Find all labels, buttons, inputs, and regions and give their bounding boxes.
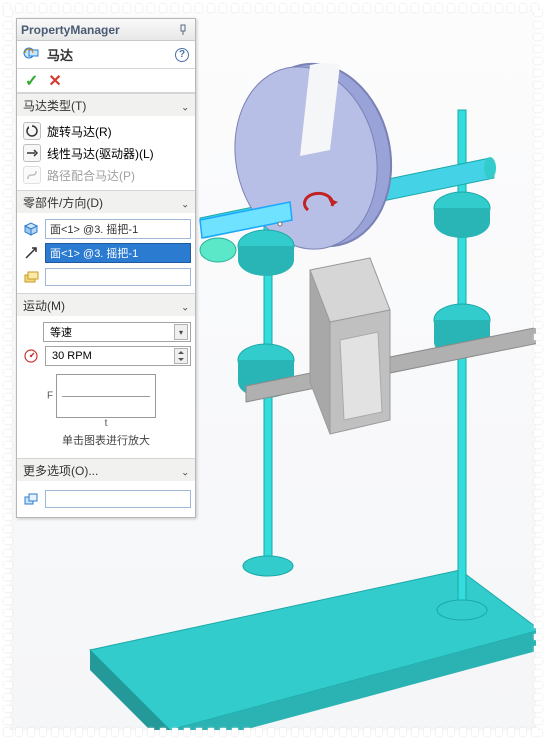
help-icon[interactable]: ? [175, 48, 189, 62]
motion-section: 运动(M) ⌃ 等速 ▾ 30 RPM [17, 293, 195, 458]
linear-motor-label: 线性马达(驱动器)(L) [47, 145, 154, 162]
feature-title-row: 马达 ? [17, 41, 195, 69]
spinner-button[interactable] [174, 348, 188, 364]
component-direction-head[interactable]: 零部件/方向(D) ⌃ [17, 191, 195, 213]
chevron-up-icon: ⌃ [181, 465, 189, 476]
speed-icon [21, 346, 41, 366]
speed-value: 30 RPM [52, 350, 92, 362]
more-options-label: 更多选项(O)... [23, 462, 98, 479]
panel-title: PropertyManager [21, 23, 120, 37]
path-icon [23, 166, 41, 184]
cancel-button[interactable]: ✕ [48, 71, 61, 91]
load-bearing-field[interactable] [45, 490, 191, 508]
motor-direction-field[interactable]: 面<1> @3. 摇把-1 [45, 243, 191, 263]
path-motor-label: 路径配合马达(P) [47, 167, 135, 184]
motor-type-section: 马达类型(T) ⌃ 旋转马达(R) 线性马达(驱动器)(L) [17, 93, 195, 190]
ok-button[interactable]: ✓ [25, 71, 38, 91]
linear-icon [23, 144, 41, 162]
path-motor-option: 路径配合马达(P) [19, 164, 193, 186]
property-manager-panel: PropertyManager 马达 ? ✓ ✕ 马达类型(T) ⌃ [16, 18, 196, 518]
motor-icon [23, 46, 41, 63]
motor-type-head[interactable]: 马达类型(T) ⌃ [17, 94, 195, 116]
pin-icon[interactable] [175, 22, 191, 38]
motion-head[interactable]: 运动(M) ⌃ [17, 294, 195, 316]
chevron-up-icon: ⌃ [181, 100, 189, 111]
speed-field[interactable]: 30 RPM [45, 346, 191, 366]
linear-motor-option[interactable]: 线性马达(驱动器)(L) [19, 142, 193, 164]
motion-profile-dropdown[interactable]: 等速 ▾ [43, 322, 191, 342]
reverse-direction-icon[interactable] [21, 243, 41, 263]
chart-x-label: t [105, 418, 108, 429]
motor-location-field[interactable]: 面<1> @3. 摇把-1 [45, 219, 191, 239]
load-bearing-icon[interactable] [21, 489, 41, 509]
panel-header: PropertyManager [17, 19, 195, 41]
motion-profile-value: 等速 [50, 324, 72, 340]
motion-chart[interactable]: F t [56, 374, 156, 418]
relative-component-field[interactable] [45, 268, 191, 286]
component-direction-label: 零部件/方向(D) [23, 194, 103, 211]
rotary-motor-label: 旋转马达(R) [47, 123, 112, 140]
confirm-row: ✓ ✕ [17, 69, 195, 93]
chart-line [62, 396, 150, 397]
chart-y-label: F [47, 391, 53, 402]
rotary-icon [23, 122, 41, 140]
motion-label: 运动(M) [23, 297, 65, 314]
dropdown-button[interactable]: ▾ [174, 324, 188, 340]
relative-component-icon[interactable] [21, 267, 41, 287]
face-select-icon[interactable] [21, 219, 41, 239]
feature-name: 马达 [47, 45, 73, 64]
component-direction-section: 零部件/方向(D) ⌃ 面<1> @3. 摇把-1 [17, 190, 195, 293]
rotary-motor-option[interactable]: 旋转马达(R) [19, 120, 193, 142]
chevron-up-icon: ⌃ [181, 300, 189, 311]
chevron-up-icon: ⌃ [181, 197, 189, 208]
more-options-head[interactable]: 更多选项(O)... ⌃ [17, 459, 195, 481]
more-options-section: 更多选项(O)... ⌃ [17, 458, 195, 517]
motor-type-label: 马达类型(T) [23, 97, 86, 114]
